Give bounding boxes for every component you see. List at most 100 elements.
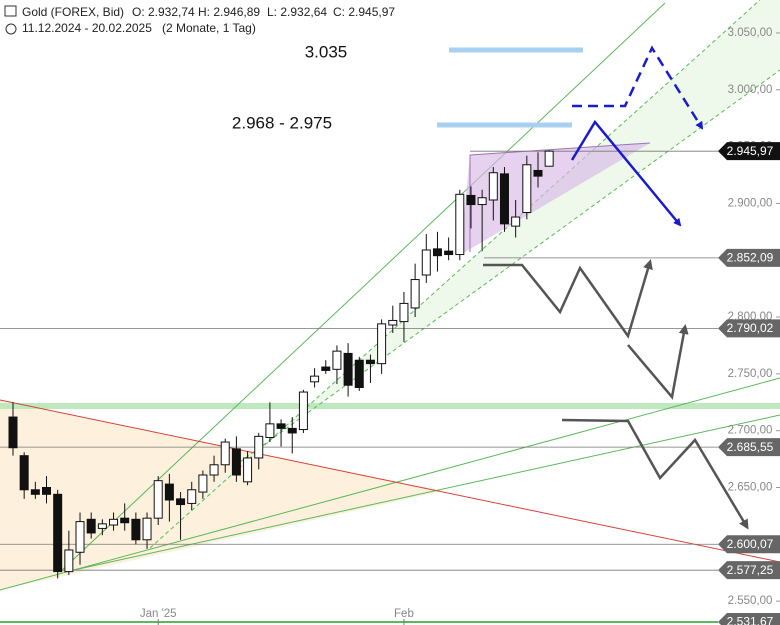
- level-label: 2.577,25: [727, 563, 774, 577]
- candle-body: [109, 518, 119, 526]
- candle-body: [209, 464, 219, 476]
- candle-body: [522, 164, 532, 213]
- candle-body: [287, 427, 297, 434]
- ohlc: O: 2.932,74: [132, 5, 195, 19]
- candle-body: [198, 474, 208, 493]
- candle-body: [8, 416, 18, 449]
- candle-body: [19, 455, 29, 491]
- candle-body: [444, 250, 454, 256]
- y-tick-label: 2.750,00: [728, 368, 773, 380]
- candle-body: [354, 359, 364, 388]
- candle-body: [30, 489, 40, 495]
- level-label: 2.852,09: [727, 251, 774, 265]
- annotation: 2.968 - 2.975: [232, 113, 332, 132]
- trend-line: [59, 2, 666, 573]
- candle-body: [265, 423, 275, 439]
- triangle-pattern: [460, 143, 650, 255]
- arrow: [627, 324, 689, 400]
- candle-body: [499, 173, 509, 225]
- candle-body: [421, 249, 431, 276]
- candle-body: [544, 150, 554, 167]
- candle-body: [343, 352, 353, 386]
- candle-body: [310, 375, 320, 383]
- period: (2 Monate, 1 Tag): [162, 21, 256, 35]
- candle-body: [231, 448, 241, 476]
- candle-body: [75, 521, 85, 553]
- y-tick-label: 2.700,00: [728, 425, 773, 437]
- candle-body: [220, 441, 230, 466]
- candle-body: [276, 423, 286, 429]
- candle-body: [332, 350, 342, 370]
- candle-body: [455, 193, 465, 256]
- candle-body: [377, 323, 387, 365]
- level-tag: [718, 248, 780, 267]
- candle-body: [432, 248, 442, 257]
- y-tick-label: 3.000,00: [728, 84, 773, 96]
- candle-body: [254, 435, 264, 459]
- level-tag: [718, 438, 780, 457]
- level-label: 2.600,07: [727, 537, 774, 551]
- ohlc: C: 2.945,97: [333, 5, 395, 19]
- y-tick-label: 3.050,00: [728, 27, 773, 39]
- date-range: 11.12.2024 - 20.02.2025: [22, 21, 152, 35]
- candle-body: [488, 172, 498, 201]
- candle-body: [42, 487, 52, 495]
- trend-line: [0, 377, 780, 591]
- ohlc: H: 2.946,89: [198, 5, 260, 19]
- level-tag: [718, 319, 780, 338]
- candle-body: [533, 169, 543, 177]
- candle-body: [388, 319, 398, 326]
- candle-body: [399, 302, 409, 323]
- candle-body: [477, 197, 487, 206]
- level-tag: [718, 142, 780, 161]
- candle-body: [64, 549, 74, 573]
- title: Gold (FOREX, Bid): [22, 5, 124, 19]
- level-label: 2.685,55: [727, 440, 774, 454]
- candle-body: [365, 359, 375, 365]
- candle-body: [298, 391, 308, 431]
- pattern-edge: [469, 142, 651, 156]
- candle-body: [321, 366, 331, 371]
- candle-body: [53, 493, 63, 573]
- ohlc: L: 2.932,64: [267, 5, 327, 19]
- arrow: [570, 119, 682, 227]
- candle-body: [131, 518, 141, 541]
- symbol-icon: [4, 5, 17, 17]
- candle-body: [410, 279, 420, 309]
- candle-body: [86, 518, 96, 534]
- y-tick-label: 2.900,00: [728, 197, 773, 209]
- y-tick-label: 2.550,00: [728, 595, 773, 607]
- level-tag: [718, 612, 780, 625]
- candle-body: [120, 517, 130, 524]
- trend-line: [64, 414, 780, 573]
- candle-body: [511, 216, 521, 227]
- candle-body: [153, 480, 163, 519]
- x-tick-label: Feb: [394, 608, 414, 620]
- support-band: [0, 403, 780, 409]
- candle-body: [466, 194, 476, 206]
- level-label: 2.531,67: [727, 615, 774, 625]
- arrow: [572, 45, 704, 130]
- clock-icon: [5, 23, 17, 35]
- level-label: 2.790,02: [727, 321, 774, 335]
- background-drawings: [0, 0, 780, 591]
- y-tick-label: 2.650,00: [728, 482, 773, 494]
- candle-body: [176, 498, 186, 506]
- arrow: [561, 418, 749, 530]
- channel-line: [239, 69, 780, 463]
- channel-line: [149, 0, 761, 549]
- candle-body: [142, 517, 152, 541]
- candle-body: [243, 457, 253, 483]
- header: Gold (FOREX, Bid) O: 2.932,74 H: 2.946,8…: [4, 5, 395, 132]
- level-tag: [718, 535, 780, 554]
- candle-body: [164, 483, 174, 501]
- level-label: 2.945,97: [727, 144, 774, 158]
- candle-body: [97, 523, 107, 529]
- annotation: 3.035: [305, 42, 348, 61]
- scenario-arrows: [483, 45, 749, 530]
- candle-body: [187, 489, 197, 504]
- x-tick-label: Jan '25: [140, 608, 177, 620]
- arrow: [483, 259, 653, 339]
- plot: 2.550,002.600,002.650,002.700,002.750,00…: [0, 27, 780, 625]
